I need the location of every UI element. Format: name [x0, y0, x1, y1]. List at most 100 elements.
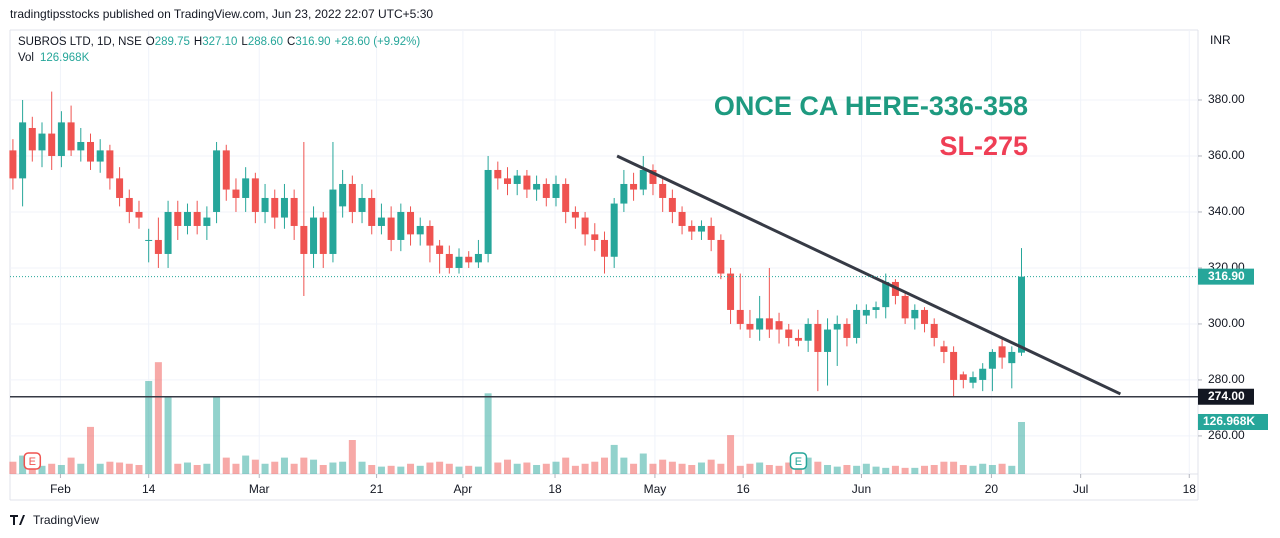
x-tick-label: Mar	[249, 482, 270, 496]
volume-bar	[882, 467, 890, 474]
volume-bar	[203, 463, 211, 474]
volume-bar	[853, 465, 861, 474]
x-tick-label: 21	[370, 482, 384, 496]
candle-body	[697, 225, 705, 232]
x-tick-label: 18	[548, 482, 562, 496]
candle-body	[862, 309, 870, 316]
candle-body	[280, 197, 288, 218]
candle-body	[600, 239, 608, 257]
volume-bar	[862, 463, 870, 474]
candle-body	[213, 150, 221, 212]
legend-key: C	[287, 36, 295, 48]
x-tick-label: May	[644, 482, 667, 496]
candle-body	[465, 256, 473, 263]
volume-bar	[959, 464, 967, 474]
candle-body	[145, 239, 153, 241]
volume-bar	[280, 457, 288, 474]
volume-bar	[232, 463, 240, 474]
volume-bar	[9, 461, 17, 474]
x-tick-label: Jun	[852, 482, 871, 496]
candle-body	[746, 323, 754, 330]
candle-body	[222, 150, 230, 190]
volume-bar	[746, 463, 754, 474]
volume-bar	[610, 444, 618, 474]
volume-bar	[397, 466, 405, 474]
volume-bar	[38, 465, 46, 474]
candle-body	[591, 234, 599, 240]
candle-body	[368, 197, 376, 226]
x-tick-label: 18	[1183, 482, 1197, 496]
y-tick-label: 260.00	[1208, 428, 1245, 442]
volume-bar	[571, 465, 579, 474]
volume-bar	[901, 467, 909, 474]
volume-bar	[513, 463, 521, 474]
volume-bar	[358, 461, 366, 474]
volume-bar	[125, 463, 133, 474]
candle-body	[814, 323, 822, 352]
volume-bar	[940, 461, 948, 474]
publish-header: tradingtipsstocks published on TradingVi…	[10, 7, 433, 21]
candle-body	[67, 122, 75, 151]
legend-key: H	[194, 36, 202, 48]
candle-body	[329, 189, 337, 254]
candle-body	[455, 256, 463, 268]
candle-body	[397, 211, 405, 240]
annotation: SL-275	[939, 131, 1028, 161]
volume-bar	[348, 440, 356, 474]
candle-body	[659, 183, 667, 198]
volume-bar	[678, 463, 686, 474]
x-tick-label: Apr	[454, 482, 473, 496]
candle-body	[678, 211, 686, 226]
volume-bar	[19, 455, 27, 474]
legend-value: 327.10	[202, 36, 237, 48]
support-label: 274.00	[1208, 389, 1245, 403]
volume-bar	[474, 466, 482, 474]
candle-body	[969, 377, 977, 383]
candle-body	[833, 323, 841, 330]
candle-body	[300, 225, 308, 254]
candle-body	[843, 323, 851, 338]
volume-bar	[242, 455, 250, 474]
candle-body	[1017, 276, 1025, 353]
candle-body	[1008, 351, 1016, 364]
candle-body	[853, 309, 861, 338]
candle-body	[911, 309, 919, 319]
volume-bar	[416, 465, 424, 474]
candle-body	[426, 225, 434, 246]
candle-body	[242, 178, 250, 198]
volume-bar	[222, 457, 230, 474]
volume-bar	[533, 464, 541, 474]
candle-body	[164, 211, 172, 254]
y-tick-label: 300.00	[1208, 316, 1245, 330]
volume-bar	[833, 466, 841, 474]
candle-body	[979, 368, 987, 380]
legend-volume-row: Vol 126.968K	[18, 52, 90, 64]
candle-body	[872, 307, 880, 310]
candle-body	[154, 239, 162, 254]
candle-body	[610, 203, 618, 257]
event-marker	[23, 452, 42, 470]
event-label: E	[795, 456, 802, 468]
candle-body	[377, 217, 385, 226]
volume-bar	[649, 463, 657, 474]
volume-bar	[950, 461, 958, 474]
volume-bar	[697, 462, 705, 474]
volume-label: 126.968K	[1203, 414, 1255, 428]
candle-body	[319, 217, 327, 254]
volume-bar	[630, 463, 638, 474]
volume-bar	[1008, 465, 1016, 474]
volume-bar	[426, 462, 434, 474]
candle-body	[571, 211, 579, 218]
candle-body	[988, 351, 996, 369]
candle-body	[940, 346, 948, 352]
volume-bar	[969, 465, 977, 474]
volume-bar	[213, 396, 221, 474]
volume-bar	[979, 463, 987, 474]
candle-body	[358, 197, 366, 212]
volume-bar	[154, 362, 162, 474]
candle-body	[901, 295, 909, 319]
volume-bar	[300, 457, 308, 474]
candle-body	[756, 318, 764, 330]
candle-body	[106, 150, 114, 179]
